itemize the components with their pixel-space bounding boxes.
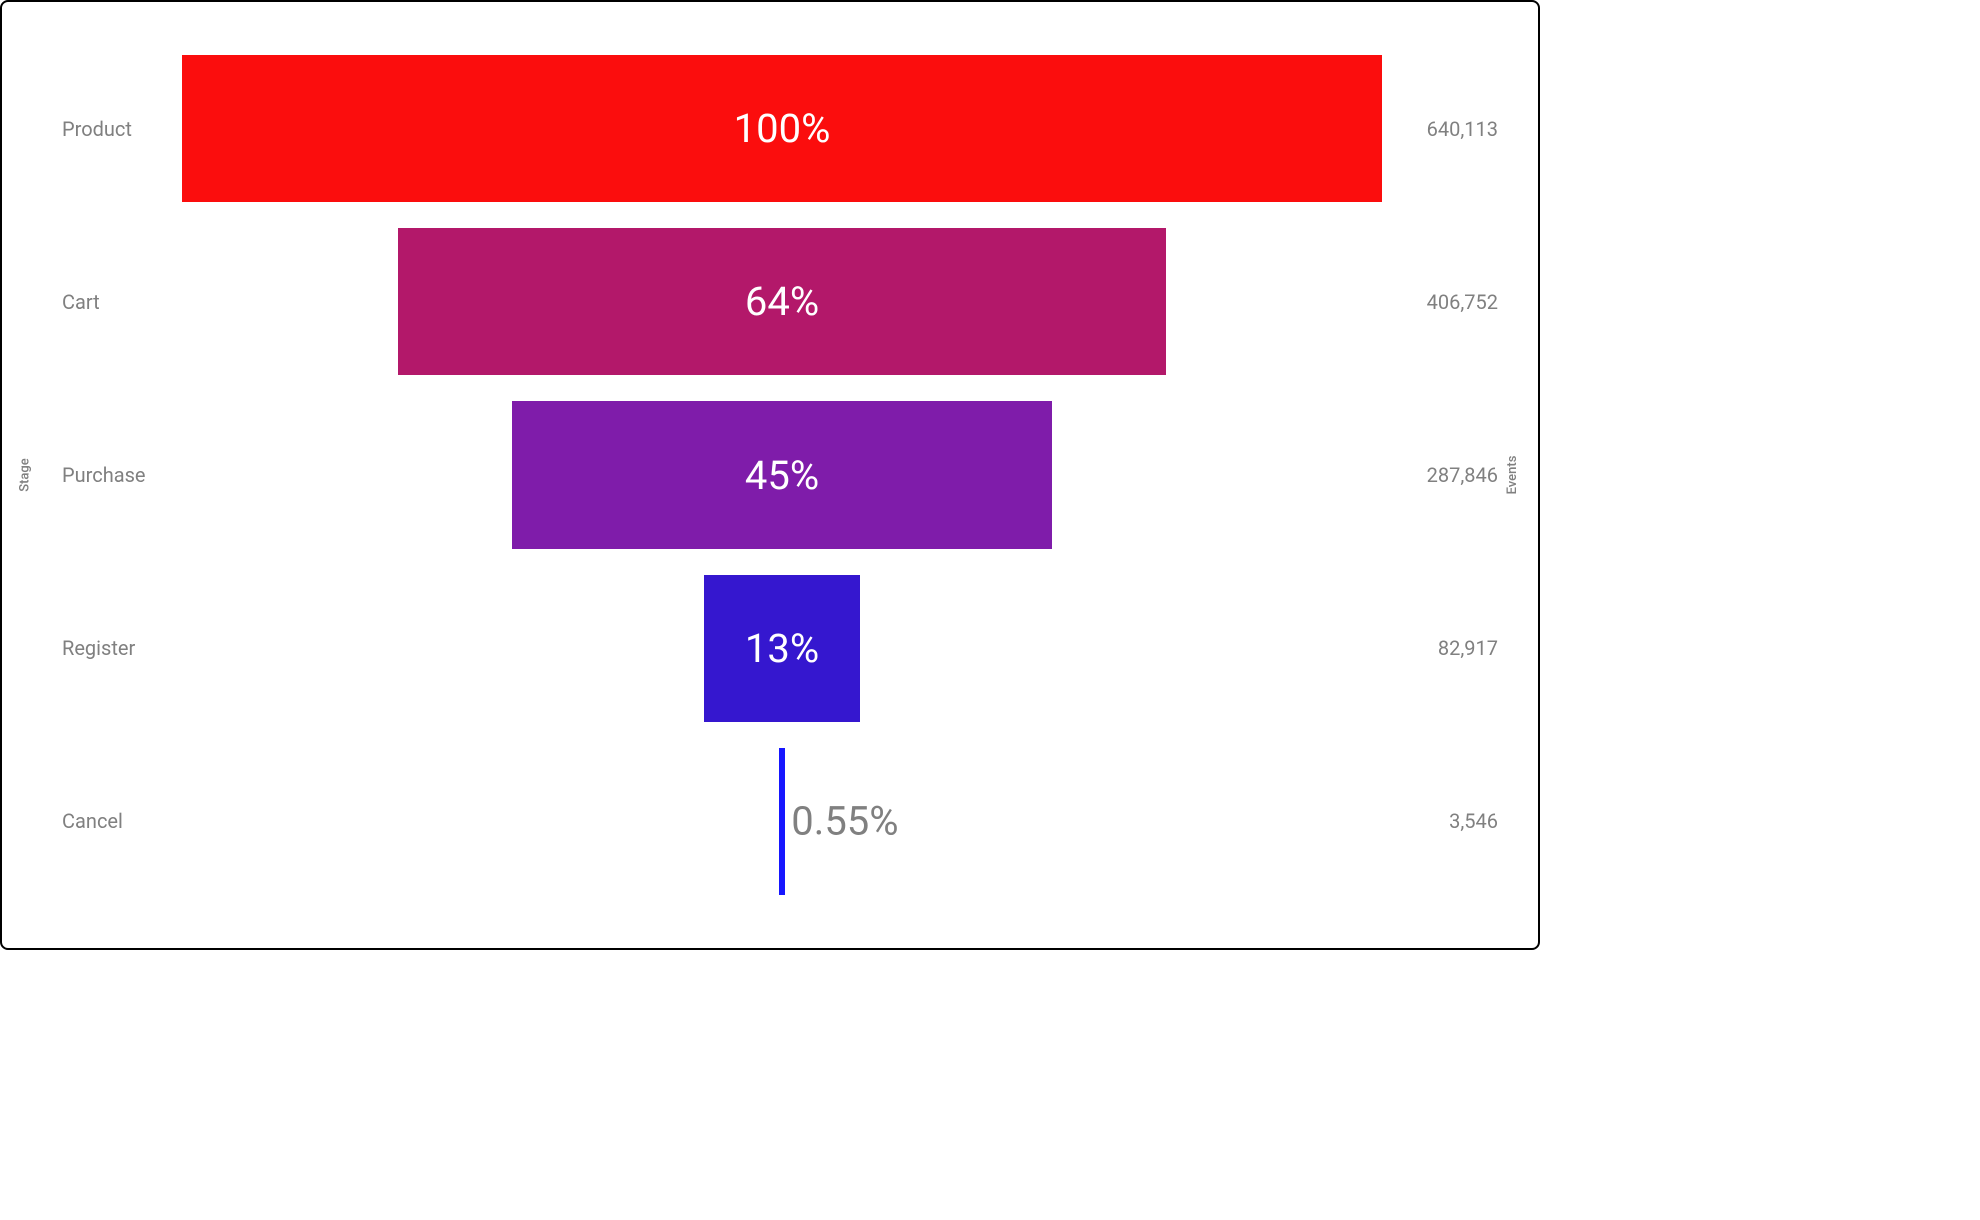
funnel-bar: 45% [512, 401, 1052, 548]
funnel-row: Cancel 3,546 0.55% [62, 735, 1498, 908]
funnel-bar-wrap: 45% [512, 388, 1052, 561]
stage-label: Cancel [62, 809, 123, 833]
funnel-chart: Stage Events Product 640,113 100% Cart 406,7… [0, 0, 1540, 950]
events-label: 406,752 [1427, 290, 1498, 314]
events-label: 287,846 [1427, 463, 1498, 487]
funnel-bar-wrap: 100% [182, 42, 1382, 215]
funnel-bar [779, 748, 786, 895]
funnel-bar-wrap: 64% [398, 215, 1166, 388]
plot-area: Product 640,113 100% Cart 406,752 64% Purchase… [62, 42, 1498, 908]
stage-label: Product [62, 117, 132, 141]
stage-label: Purchase [62, 463, 146, 487]
stage-label: Cart [62, 290, 100, 314]
funnel-bar: 64% [398, 228, 1166, 375]
funnel-row: Cart 406,752 64% [62, 215, 1498, 388]
funnel-row: Product 640,113 100% [62, 42, 1498, 215]
events-label: 82,917 [1438, 636, 1498, 660]
funnel-bar-wrap [779, 735, 786, 908]
y-axis-right-label: Events [1505, 456, 1520, 495]
funnel-bar: 13% [704, 575, 860, 722]
funnel-bar: 100% [182, 55, 1382, 202]
percent-label: 64% [745, 278, 819, 325]
funnel-bar-wrap: 13% [704, 562, 860, 735]
stage-label: Register [62, 636, 135, 660]
percent-label: 45% [745, 452, 819, 499]
percent-label: 13% [745, 625, 819, 672]
percent-label: 100% [734, 105, 831, 152]
events-label: 640,113 [1427, 117, 1498, 141]
y-axis-left-label: Stage [17, 458, 32, 492]
percent-label: 0.55% [791, 798, 898, 845]
events-label: 3,546 [1449, 809, 1498, 833]
funnel-row: Purchase 287,846 45% [62, 388, 1498, 561]
funnel-row: Register 82,917 13% [62, 562, 1498, 735]
